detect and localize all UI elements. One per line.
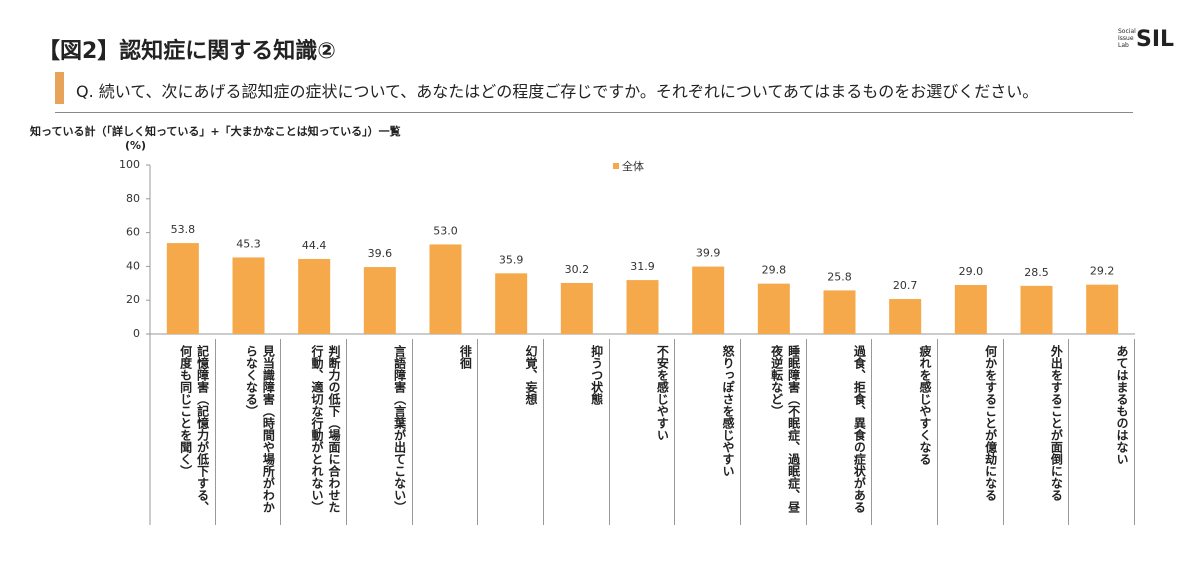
- legend-label: 全体: [622, 159, 644, 173]
- logo-word: Issue: [1118, 35, 1134, 42]
- y-tick-label: 100: [119, 158, 140, 171]
- value-label: 35.9: [499, 253, 524, 266]
- bar: [232, 257, 265, 334]
- bar: [166, 243, 199, 334]
- x-category-label: 幻覚、妄想: [478, 339, 544, 525]
- value-label: 20.7: [893, 279, 918, 292]
- x-category-label: 何かをすることが億劫になる: [938, 339, 1004, 525]
- logo: SIL: [1136, 27, 1175, 52]
- value-label: 45.3: [236, 237, 261, 250]
- value-label: 39.9: [696, 247, 721, 260]
- y-tick-label: 20: [126, 293, 140, 306]
- bar: [757, 283, 790, 334]
- bar: [363, 267, 396, 334]
- legend-swatch: [613, 163, 619, 169]
- x-category-label: あてはまるものはない: [1069, 339, 1135, 525]
- x-category-label: 睡眠障害（不眠症、過眠症、昼夜逆転など）: [741, 339, 807, 525]
- bar: [954, 284, 987, 334]
- value-label: 53.0: [433, 224, 458, 237]
- value-label: 25.8: [827, 270, 852, 283]
- accent-bar: [55, 72, 64, 104]
- y-unit: (%): [125, 139, 147, 152]
- x-category-label: 判断力の低下（場面に合わせた行動、適切な行動がとれない）: [281, 339, 347, 525]
- x-category-label: 見当識障害（時間や場所がわからなくなる）: [216, 339, 282, 525]
- x-category-label: 言語障害（言葉が出てこない）: [347, 339, 413, 525]
- y-tick-label: 40: [126, 259, 140, 272]
- y-tick-label: 80: [126, 192, 140, 205]
- x-category-label: 徘徊: [413, 339, 479, 525]
- bar: [298, 258, 331, 334]
- y-tick-label: 0: [133, 327, 140, 340]
- logo-small: Social Issue Lab: [1118, 28, 1136, 49]
- value-label: 39.6: [368, 247, 393, 260]
- x-category-label: 抑うつ状態: [544, 339, 610, 525]
- value-label: 29.0: [959, 265, 984, 278]
- title: 【図2】認知症に関する知識②: [38, 39, 336, 64]
- bar: [495, 273, 528, 334]
- value-label: 31.9: [630, 260, 655, 273]
- bar: [1086, 284, 1119, 334]
- bar: [823, 290, 856, 334]
- value-label: 29.8: [762, 264, 787, 277]
- logo-word: Lab: [1118, 42, 1129, 49]
- x-category-label: 記憶障害（記憶力が低下する、何度も同じことを聞く）: [150, 339, 216, 525]
- x-category-label: 怒りっぽさを感じやすい: [675, 339, 741, 525]
- bar: [692, 266, 725, 334]
- divider: [55, 112, 1133, 113]
- x-category-label: 不安を感じやすい: [610, 339, 676, 525]
- bar: [429, 244, 462, 334]
- bar: [626, 280, 659, 334]
- value-label: 30.2: [565, 263, 590, 276]
- logo-word: Social: [1118, 28, 1136, 35]
- bar: [889, 299, 922, 334]
- bar: [1020, 285, 1053, 334]
- x-category-label: 過食、拒食、異食の症状がある: [807, 339, 873, 525]
- bar: [560, 282, 593, 334]
- value-label: 28.5: [1024, 266, 1049, 279]
- value-label: 53.8: [171, 223, 196, 236]
- question: Q. 続いて、次にあげる認知症の症状について、あなたはどの程度ご存じですか。それ…: [76, 82, 1039, 101]
- chart-subtitle: 知っている計（「詳しく知っている」+「大まかなことは知っている」）一覧: [30, 125, 401, 138]
- x-category-label: 疲れを感じやすくなる: [872, 339, 938, 525]
- x-category-label: 外出をすることが面倒になる: [1004, 339, 1070, 525]
- y-tick-label: 60: [126, 226, 140, 239]
- value-label: 29.2: [1090, 265, 1115, 278]
- value-label: 44.4: [302, 239, 327, 252]
